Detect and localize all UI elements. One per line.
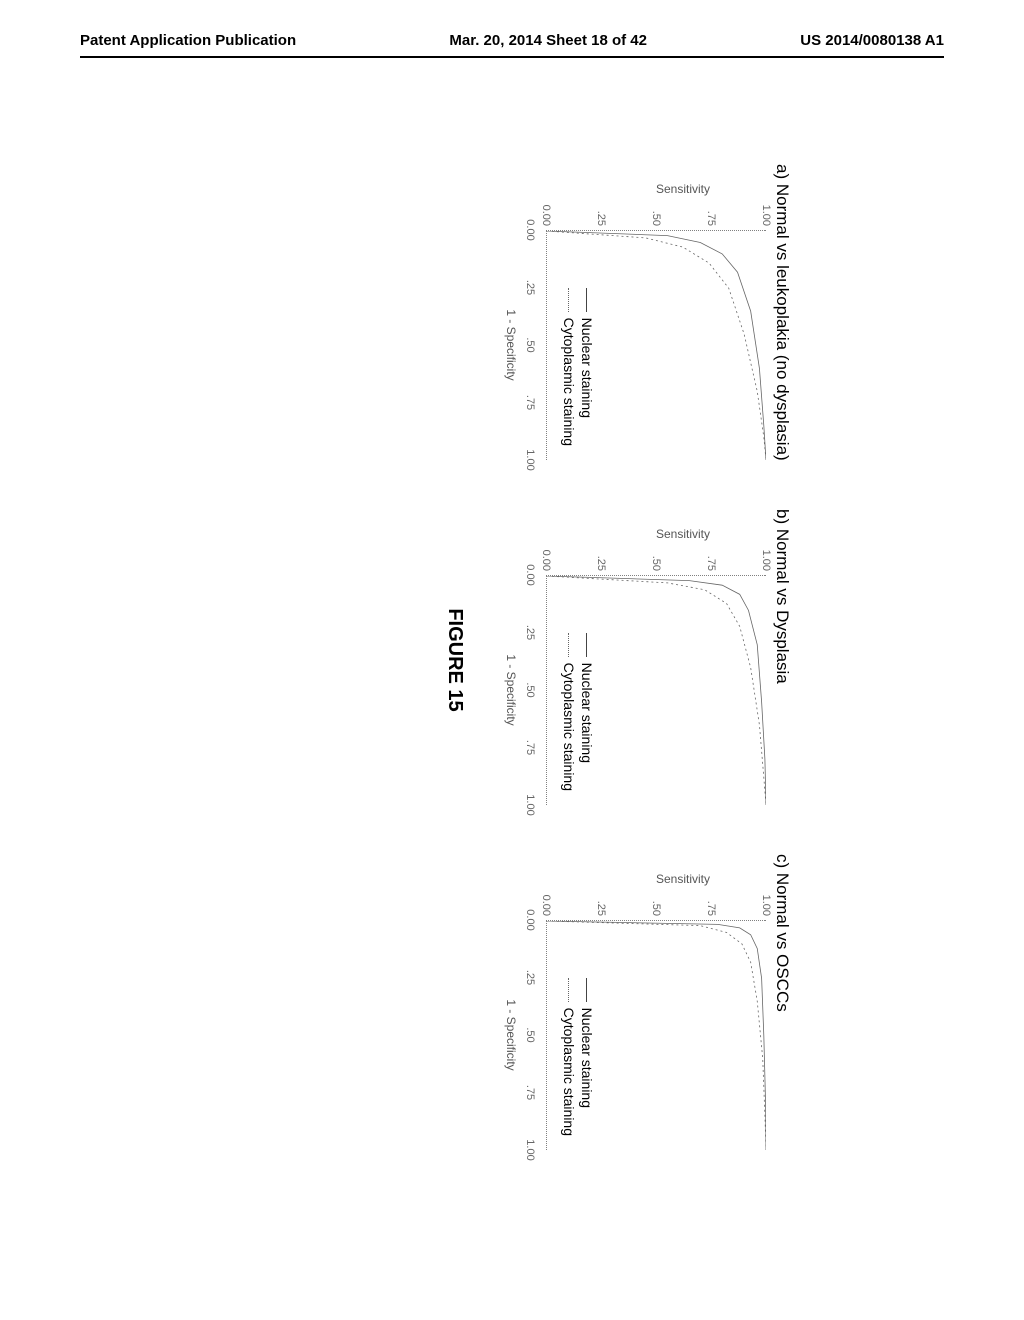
roc-panel-a: a) Normal vs leukoplakia (no dysplasia) 0… xyxy=(506,160,792,470)
legend-swatch-icon xyxy=(587,633,588,657)
xtick: 1.00 xyxy=(524,449,536,470)
xtick: .25 xyxy=(524,970,536,985)
page-header: Patent Application Publication Mar. 20, … xyxy=(0,32,1024,49)
xtick: 0.00 xyxy=(524,909,536,930)
ytick: 1.00 xyxy=(760,190,772,226)
header-left: Patent Application Publication xyxy=(80,32,296,49)
ytick: 1.00 xyxy=(760,535,772,571)
header-center: Mar. 20, 2014 Sheet 18 of 42 xyxy=(449,32,647,49)
legend-item: Nuclear staining xyxy=(579,633,595,791)
legend: Nuclear stainingCytoplasmic staining xyxy=(561,978,597,1136)
legend-label: Nuclear staining xyxy=(579,318,595,418)
xtick: .25 xyxy=(524,625,536,640)
figure-caption: FIGURE 15 xyxy=(443,160,466,1160)
xtick: .25 xyxy=(524,280,536,295)
legend-item: Cytoplasmic staining xyxy=(561,633,577,791)
legend-item: Nuclear staining xyxy=(579,288,595,446)
x-axis-label: 1 - Specificity xyxy=(504,920,518,1150)
panel-row: a) Normal vs leukoplakia (no dysplasia) 0… xyxy=(506,160,792,1160)
legend-label: Nuclear staining xyxy=(579,1008,595,1108)
legend-swatch-icon xyxy=(587,288,588,312)
legend: Nuclear stainingCytoplasmic staining xyxy=(561,288,597,446)
ytick: 0.00 xyxy=(540,535,552,571)
ytick: 0.00 xyxy=(540,880,552,916)
plot-area: Nuclear stainingCytoplasmic staining xyxy=(546,575,766,805)
y-axis-label: Sensitivity xyxy=(656,872,710,886)
roc-panel-b: b) Normal vs Dysplasia 0.00 .25 .50 .75 1.00 0… xyxy=(506,505,792,815)
xtick: 1.00 xyxy=(524,794,536,815)
legend-label: Cytoplasmic staining xyxy=(561,663,577,791)
legend-swatch-icon xyxy=(569,288,570,312)
plot-area: Nuclear stainingCytoplasmic staining xyxy=(546,230,766,460)
header-right: US 2014/0080138 A1 xyxy=(800,32,944,49)
ytick: 0.00 xyxy=(540,190,552,226)
legend-item: Cytoplasmic staining xyxy=(561,288,577,446)
xtick: .75 xyxy=(524,1085,536,1100)
xtick: .50 xyxy=(524,682,536,697)
y-axis-label: Sensitivity xyxy=(656,527,710,541)
panel-title: a) Normal vs leukoplakia (no dysplasia) xyxy=(772,164,792,470)
plot-area: Nuclear stainingCytoplasmic staining xyxy=(546,920,766,1150)
x-axis-label: 1 - Specificity xyxy=(504,230,518,460)
chart-box: 0.00.25.50.751.000.00.25.50.751.00Sensit… xyxy=(506,880,766,1160)
figure-area: a) Normal vs leukoplakia (no dysplasia) 0… xyxy=(232,160,792,1160)
xtick: 0.00 xyxy=(524,219,536,240)
xtick: .50 xyxy=(524,337,536,352)
ytick: 1.00 xyxy=(760,880,772,916)
legend: Nuclear stainingCytoplasmic staining xyxy=(561,633,597,791)
legend-label: Cytoplasmic staining xyxy=(561,1008,577,1136)
xtick: 1.00 xyxy=(524,1139,536,1160)
legend-swatch-icon xyxy=(587,978,588,1002)
xtick: .75 xyxy=(524,395,536,410)
x-axis-label: 1 - Specificity xyxy=(504,575,518,805)
ytick: .25 xyxy=(595,880,607,916)
header-rule xyxy=(80,56,944,58)
ytick: .25 xyxy=(595,535,607,571)
legend-swatch-icon xyxy=(569,978,570,1002)
xtick: 0.00 xyxy=(524,564,536,585)
legend-swatch-icon xyxy=(569,633,570,657)
chart-box: 0.00.25.50.751.000.00.25.50.751.00Sensit… xyxy=(506,535,766,815)
xtick: .75 xyxy=(524,740,536,755)
legend-label: Nuclear staining xyxy=(579,663,595,763)
roc-panel-c: c) Normal vs OSCCs 0.00 .25 .50 .75 1.00 0.00.… xyxy=(506,850,792,1160)
chart-box: 0.00.25.50.751.000.00.25.50.751.00Sensit… xyxy=(506,190,766,470)
panel-title: c) Normal vs OSCCs xyxy=(772,854,792,1160)
legend-label: Cytoplasmic staining xyxy=(561,318,577,446)
y-axis-label: Sensitivity xyxy=(656,182,710,196)
legend-item: Cytoplasmic staining xyxy=(561,978,577,1136)
ytick: .25 xyxy=(595,190,607,226)
xtick: .50 xyxy=(524,1027,536,1042)
legend-item: Nuclear staining xyxy=(579,978,595,1136)
panel-title: b) Normal vs Dysplasia xyxy=(772,509,792,815)
